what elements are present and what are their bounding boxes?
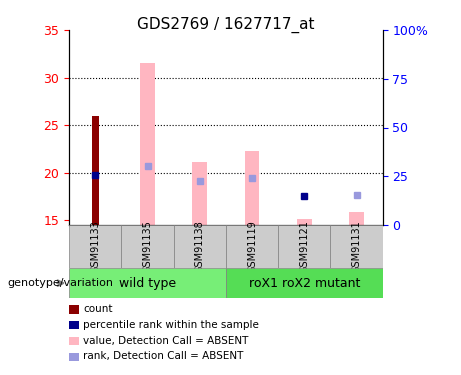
Text: count: count — [83, 304, 112, 314]
Bar — [174, 225, 226, 268]
Bar — [69, 225, 121, 268]
Bar — [226, 268, 383, 298]
Bar — [192, 162, 207, 225]
Bar — [349, 211, 364, 225]
Text: GSM91138: GSM91138 — [195, 220, 205, 273]
Text: GSM91131: GSM91131 — [351, 220, 361, 273]
Bar — [331, 225, 383, 268]
Text: genotype/variation: genotype/variation — [7, 278, 113, 288]
Text: GSM91133: GSM91133 — [90, 220, 100, 273]
Text: wild type: wild type — [119, 277, 176, 290]
Bar — [69, 268, 226, 298]
Bar — [226, 225, 278, 268]
Text: GSM91119: GSM91119 — [247, 220, 257, 273]
Text: value, Detection Call = ABSENT: value, Detection Call = ABSENT — [83, 336, 248, 346]
Text: percentile rank within the sample: percentile rank within the sample — [83, 320, 259, 330]
Bar — [92, 116, 99, 225]
Bar — [297, 219, 312, 225]
Bar — [245, 151, 260, 225]
Bar — [121, 225, 174, 268]
Bar — [140, 63, 155, 225]
Text: GDS2769 / 1627717_at: GDS2769 / 1627717_at — [137, 17, 315, 33]
Text: roX1 roX2 mutant: roX1 roX2 mutant — [248, 277, 360, 290]
Text: GSM91121: GSM91121 — [299, 220, 309, 273]
Text: rank, Detection Call = ABSENT: rank, Detection Call = ABSENT — [83, 351, 243, 361]
Bar — [278, 225, 331, 268]
Text: GSM91135: GSM91135 — [142, 220, 153, 273]
